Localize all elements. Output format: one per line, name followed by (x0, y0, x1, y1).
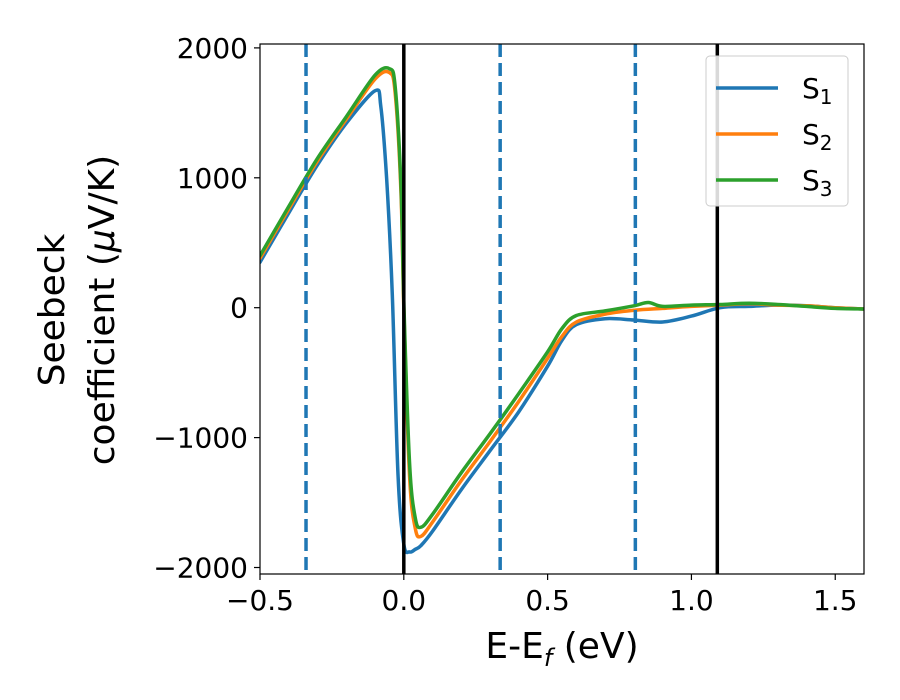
x-tick-label: 1.0 (669, 584, 714, 617)
x-axis-title-unit: (eV) (552, 626, 638, 667)
x-tick-label: 0.5 (525, 584, 570, 617)
x-axis: −0.5 0.0 0.5 1.0 1.5 (226, 574, 858, 617)
series-line-s3 (260, 65, 864, 530)
y-tick-label: −1000 (153, 422, 248, 455)
plot-frame (259, 43, 865, 575)
y-axis-title-line2: coefficient (μV/K) (82, 155, 123, 465)
y-axis-title-text: coefficient ( (82, 252, 123, 465)
x-tick-label: −0.5 (226, 584, 294, 617)
x-axis-title-main: E-E (485, 626, 543, 667)
y-tick-label: 0 (230, 292, 248, 325)
y-axis-title-line1: Seebeck (32, 233, 73, 386)
x-tick-label: 0.0 (382, 584, 427, 617)
legend-box (705, 55, 849, 207)
legend-label-s3: S3 (802, 164, 833, 201)
y-axis-title-unit: V/K) (82, 155, 123, 229)
y-tick-label: −2000 (153, 552, 248, 585)
legend-label-s1: S1 (802, 72, 833, 109)
data-lines (260, 65, 864, 555)
series-line-s1 (260, 88, 864, 555)
y-axis: −2000 −1000 0 1000 2000 (153, 32, 260, 585)
y-tick-label: 2000 (177, 32, 248, 65)
y-tick-label: 1000 (177, 162, 248, 195)
legend: S1 S2 S3 (705, 55, 849, 207)
x-tick-label: 1.5 (813, 584, 858, 617)
legend-label-s2: S2 (802, 118, 833, 155)
y-axis-title-mu: μ (82, 229, 123, 253)
x-axis-title: E-Ef (eV) (485, 626, 638, 672)
